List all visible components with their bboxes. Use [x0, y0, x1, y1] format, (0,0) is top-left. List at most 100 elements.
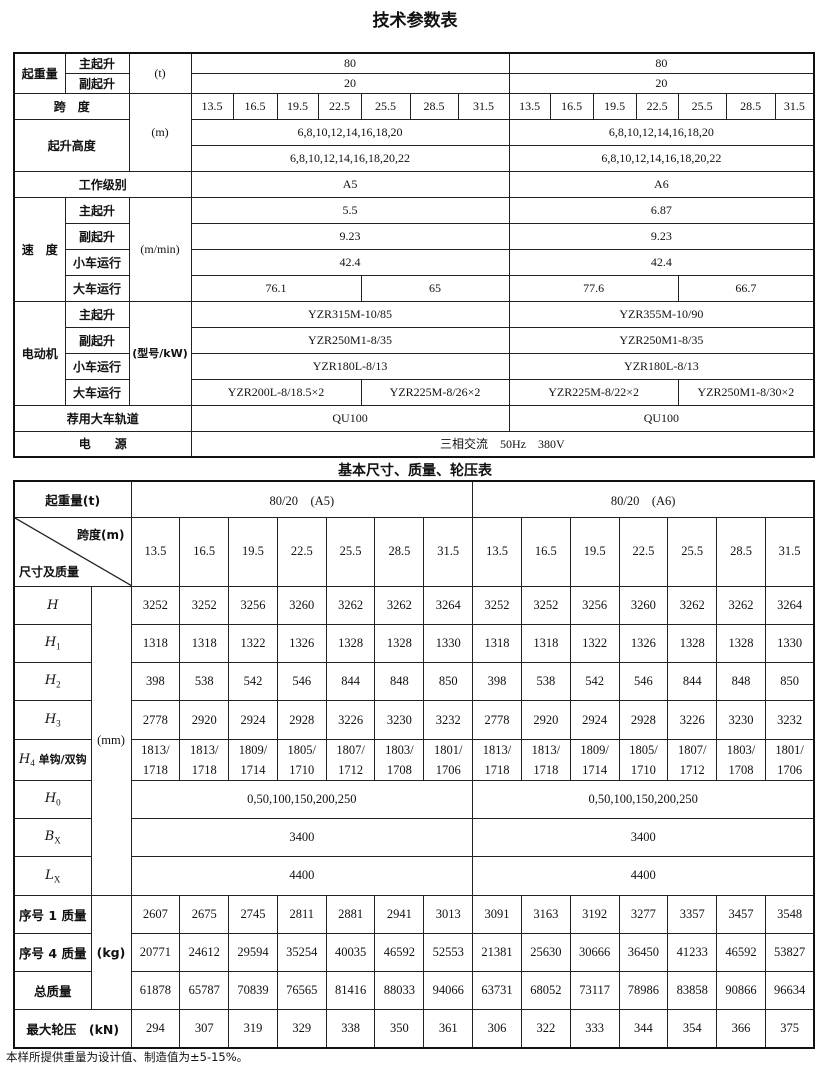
a5-speed-aux: 9.23 — [190, 222, 510, 250]
page-title: 技术参数表 — [372, 11, 458, 31]
value-cell: 344 — [618, 1009, 669, 1049]
capacity-row: 起重量(t) 80/20 (A5) 80/20 (A6) — [13, 480, 815, 518]
a5-aux-capacity: 20 — [190, 72, 510, 94]
span-label: 跨 度 — [13, 92, 130, 120]
value-cell: 63731 — [472, 971, 522, 1011]
value-cell: 1328 — [374, 623, 425, 664]
a6-rail: QU100 — [508, 404, 815, 432]
a6-main-capacity: 80 — [508, 52, 815, 74]
mass-label: 总质量 — [13, 971, 92, 1011]
value-cell: 52553 — [423, 932, 474, 973]
motor-main-label: 主起升 — [64, 300, 130, 328]
spec-table: 起重量 主起升 (t) 80 80 副起升 20 20 跨 度 (m) 13.5… — [13, 52, 816, 458]
value-cell: 29594 — [228, 932, 278, 973]
dims-table: 起重量(t) 80/20 (A5) 80/20 (A6) 跨度(m) 尺寸及质量 13.5… — [13, 480, 816, 1050]
a6-aux-capacity: 20 — [508, 72, 815, 94]
value-cell: 2941 — [374, 894, 425, 934]
value-cell: 3013 — [423, 894, 474, 934]
span-cell: 28.5 — [374, 516, 425, 587]
symbol-suffix: 单钩/双钩 — [34, 753, 87, 767]
a6-speed-main: 6.87 — [508, 196, 815, 224]
a5-motor-trolley: YZR180L-8/13 — [190, 352, 510, 380]
value-cell: 46592 — [716, 932, 766, 973]
a5-motor-crane-2: YZR225M-8/26×2 — [360, 378, 510, 406]
value-cell: 542 — [569, 662, 620, 702]
symbol: H — [44, 711, 57, 727]
value-cell: 322 — [520, 1009, 571, 1049]
span-cell: 22.5 — [618, 516, 669, 587]
unit-mm: (mm) — [90, 585, 132, 896]
lift-height-label: 起升高度 — [13, 118, 130, 172]
dimension-label: H1 — [13, 623, 92, 664]
value-cell: 3264 — [764, 585, 815, 625]
a6-span-cell: 13.5 — [508, 92, 551, 120]
symbol-subscript: X — [53, 874, 61, 885]
value-cell: 350 — [374, 1009, 425, 1049]
value-cell: 81416 — [325, 971, 376, 1011]
wheel-load-label: 最大轮压 (kN) — [13, 1009, 132, 1049]
a5-span-cell: 25.5 — [360, 92, 411, 120]
span-cell: 28.5 — [716, 516, 766, 587]
value-cell: 73117 — [569, 971, 620, 1011]
value-cell: 307 — [179, 1009, 230, 1049]
main-hoist-label: 主起升 — [64, 52, 130, 74]
speed-trolley-label: 小车运行 — [64, 248, 130, 276]
value-cell: 83858 — [667, 971, 718, 1011]
span-cell: 13.5 — [472, 516, 522, 587]
a5-lift-height-main: 6,8,10,12,14,16,18,20 — [190, 118, 510, 146]
value-cell: 844 — [667, 662, 718, 702]
a6-motor-main: YZR355M-10/90 — [508, 300, 815, 328]
value-cell: 1803/ 1708 — [374, 738, 425, 781]
symbol: H — [47, 597, 59, 613]
a6-duty: A6 — [508, 170, 815, 198]
motor-trolley-label: 小车运行 — [64, 352, 130, 380]
a6-span-cell: 28.5 — [725, 92, 776, 120]
mass-label: 序号 4 质量 — [13, 932, 92, 973]
a6-span-cell: 19.5 — [592, 92, 637, 120]
value-cell: 375 — [764, 1009, 815, 1049]
dims-title: 基本尺寸、质量、轮压表 — [338, 463, 492, 479]
diagonal-header: 跨度(m) 尺寸及质量 — [15, 518, 130, 585]
value-cell: 1813/ 1718 — [130, 738, 181, 781]
a6-speed-crane-2: 66.7 — [677, 274, 815, 302]
a5-motor-crane-1: YZR200L-8/18.5×2 — [190, 378, 362, 406]
a5-speed-crane-1: 76.1 — [190, 274, 362, 302]
value-cell: 3264 — [423, 585, 474, 625]
span-cell: 19.5 — [569, 516, 620, 587]
value-cell: 1813/ 1718 — [472, 738, 522, 781]
value-cell: 361 — [423, 1009, 474, 1049]
value-cell: 2745 — [228, 894, 278, 934]
value-cell: 96634 — [764, 971, 815, 1011]
value-cell: 1328 — [667, 623, 718, 664]
lift-capacity-label: 起重量 — [13, 52, 66, 94]
span-cell: 16.5 — [520, 516, 571, 587]
value-cell: 2920 — [520, 700, 571, 740]
value-cell: 61878 — [130, 971, 181, 1011]
symbol-subscript: 0 — [56, 797, 61, 808]
span-cell: 22.5 — [276, 516, 327, 587]
value-cell: 338 — [325, 1009, 376, 1049]
value-cell: 319 — [228, 1009, 278, 1049]
table-row: BX 3400 3400 — [13, 817, 815, 858]
group-a6: 80/20 (A6) — [472, 480, 815, 518]
motor-label: 电动机 — [13, 300, 66, 406]
value-cell: 3277 — [618, 894, 669, 934]
value-cell: 2924 — [228, 700, 278, 740]
value-cell: 3230 — [716, 700, 766, 740]
table-row: H2 398 538 542 546 844 848 850 398 538 542 546 844 84… — [13, 662, 815, 702]
value-cell: 3260 — [276, 585, 327, 625]
a5-span-cell: 19.5 — [276, 92, 319, 120]
symbol: L — [45, 867, 54, 883]
a5-span-cell: 31.5 — [457, 92, 510, 120]
symbol-subscript: 4 — [30, 758, 35, 769]
unit-m-min: (m/min) — [128, 196, 192, 302]
value-cell: 24612 — [179, 932, 230, 973]
a5-duty: A5 — [190, 170, 510, 198]
table-row: H0 0,50,100,150,200,250 0,50,100,150,200,2… — [13, 779, 815, 819]
a5-span-cell: 22.5 — [317, 92, 362, 120]
value-cell: 329 — [276, 1009, 327, 1049]
value-cell: 2928 — [276, 700, 327, 740]
symbol: H — [44, 635, 57, 651]
value-cell: 41233 — [667, 932, 718, 973]
value-cell: 1809/ 1714 — [228, 738, 278, 781]
